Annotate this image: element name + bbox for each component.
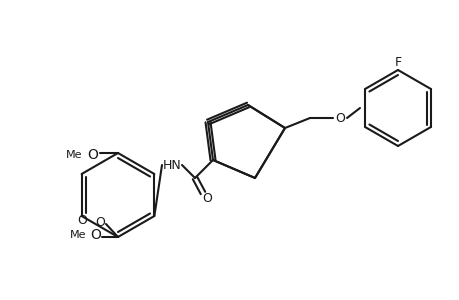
Text: O: O — [95, 215, 105, 229]
Text: F: F — [393, 56, 401, 68]
Text: O: O — [202, 191, 212, 205]
Text: O: O — [77, 214, 87, 226]
Text: HN: HN — [162, 158, 181, 172]
Text: Me: Me — [70, 230, 86, 240]
Text: Me: Me — [66, 150, 82, 160]
Text: O: O — [334, 112, 344, 124]
Text: O: O — [87, 148, 98, 162]
Text: O: O — [90, 228, 101, 242]
